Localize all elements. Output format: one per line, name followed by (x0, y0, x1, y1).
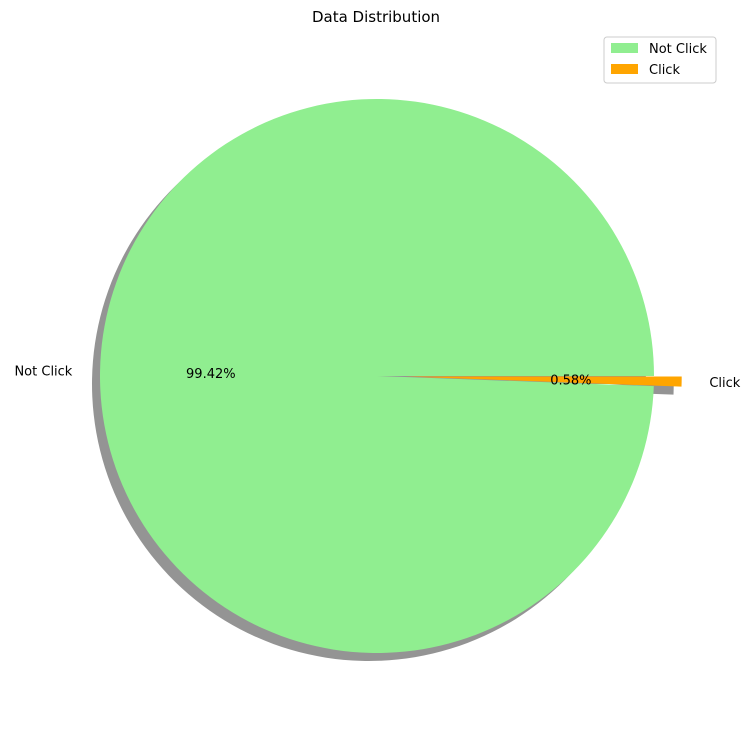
pie-labels: Not Click 99.42% Click 0.58% (14, 364, 740, 391)
legend-label-click: Click (649, 63, 680, 78)
pie-slices (100, 99, 682, 654)
legend: Not Click Click (603, 36, 717, 84)
category-label-click: Click (709, 376, 740, 391)
category-label-not-click: Not Click (14, 364, 72, 379)
chart-title: Data Distribution (312, 8, 440, 26)
percent-label-not-click: 99.42% (186, 367, 236, 382)
slice-not-click (100, 99, 654, 654)
slice-click (404, 376, 682, 387)
percent-label-click: 0.58% (550, 374, 591, 389)
legend-swatch-click (611, 64, 638, 74)
legend-swatch-not-click (611, 43, 638, 53)
legend-label-not-click: Not Click (649, 42, 707, 57)
